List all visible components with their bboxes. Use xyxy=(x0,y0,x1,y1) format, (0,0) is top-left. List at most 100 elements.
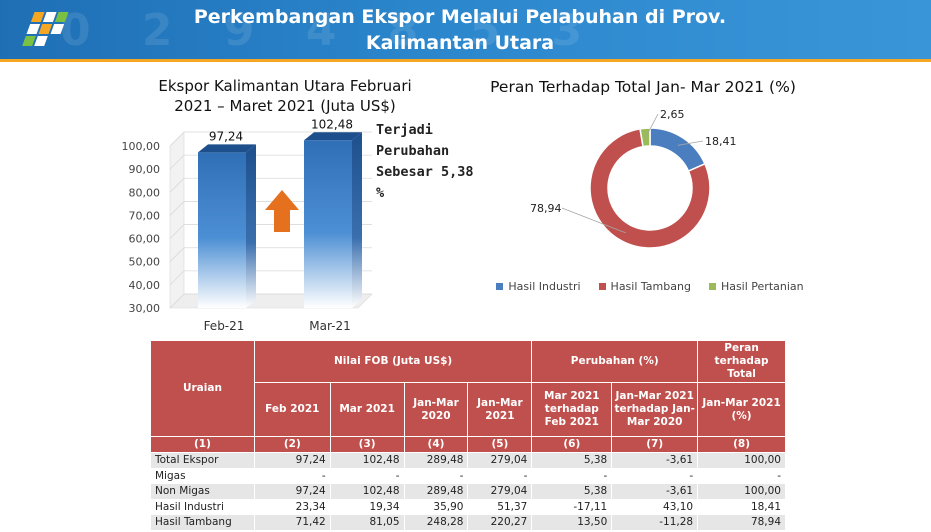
change-note-line2: Perubahan xyxy=(376,143,450,159)
header-banner: 0 2 9 4 8 5 3 Perkembangan Ekspor Melalu… xyxy=(0,0,931,62)
bar-side xyxy=(352,132,362,308)
table-cell: 5,38 xyxy=(531,483,613,500)
donut-legend: Hasil Industri Hasil Tambang Hasil Pertani… xyxy=(496,280,804,293)
row-label: Non Migas xyxy=(150,483,255,500)
table-cell: 289,48 xyxy=(403,452,469,469)
donut-slice xyxy=(589,127,711,249)
column-number: (2) xyxy=(253,436,331,453)
header-col4: Jan-Mar 2020 xyxy=(403,382,469,437)
donut-value-label: 18,41 xyxy=(705,135,737,148)
bar-front xyxy=(304,140,352,308)
table-cell: 220,27 xyxy=(467,514,533,531)
bar-category-label: Mar-21 xyxy=(309,319,350,333)
bar-value-label: 97,24 xyxy=(209,129,243,143)
header-uraian: Uraian xyxy=(150,340,255,437)
table-row: Migas - - - - - - - xyxy=(150,467,786,484)
bar-ytick-label: 30,00 xyxy=(129,302,161,315)
table-cell: 248,28 xyxy=(403,514,469,531)
legend-swatch xyxy=(708,283,716,290)
bar-ytick-label: 100,00 xyxy=(122,140,161,153)
column-number: (5) xyxy=(467,436,533,453)
donut-value-label: 2,65 xyxy=(660,108,685,121)
header-col5: Jan-Mar 2021 xyxy=(467,382,533,437)
row-label: Total Ekspor xyxy=(150,452,255,469)
up-arrow-icon xyxy=(265,190,299,232)
table-cell: 100,00 xyxy=(697,483,786,500)
header-col7: Jan-Mar 2021 terhadap Jan-Mar 2020 xyxy=(611,382,699,437)
bar-value-label: 102,48 xyxy=(311,118,353,131)
table-cell: - xyxy=(253,467,331,484)
table-cell: 18,41 xyxy=(697,498,786,515)
bar-gridline-side xyxy=(169,178,185,193)
bar-category-label: Feb-21 xyxy=(204,319,245,333)
bps-logo-icon xyxy=(22,12,69,46)
header-col2: Feb 2021 xyxy=(253,382,331,437)
bar-gridline-side xyxy=(169,201,185,216)
table-cell: - xyxy=(697,467,786,484)
donut-leader-line xyxy=(645,113,659,138)
table-cell: 102,48 xyxy=(329,483,405,500)
bar-gridline-side xyxy=(169,154,185,170)
table-cell: 5,38 xyxy=(531,452,613,469)
table-cell: -11,28 xyxy=(611,514,699,531)
table-cell: -3,61 xyxy=(611,483,699,500)
header-col6: Mar 2021 terhadap Feb 2021 xyxy=(531,382,613,437)
change-note-line1: Terjadi xyxy=(376,122,433,138)
table-cell: 279,04 xyxy=(467,483,533,500)
column-number: (8) xyxy=(697,436,786,453)
table-cell: 43,10 xyxy=(611,498,699,515)
bar-gridline-side xyxy=(169,247,185,262)
bar-gridline-side xyxy=(169,131,185,147)
table-cell: 35,90 xyxy=(403,498,469,515)
header-col8: Jan-Mar 2021 (%) xyxy=(697,382,786,437)
table-row: Non Migas 97,24 102,48 289,48 279,04 5,38 -3,6… xyxy=(150,483,786,500)
page-title-line1: Perkembangan Ekspor Melalui Pelabuhan di… xyxy=(193,6,727,28)
table-cell: 13,50 xyxy=(531,514,613,531)
table-cell: -3,61 xyxy=(611,452,699,469)
page-title: Perkembangan Ekspor Melalui Pelabuhan di… xyxy=(160,4,760,56)
bar-ytick-label: 50,00 xyxy=(129,256,161,269)
table-cell: 289,48 xyxy=(403,483,469,500)
bar-chart-title: Ekspor Kalimantan Utara Februari 2021 – … xyxy=(120,76,450,116)
table-cell: - xyxy=(329,467,405,484)
bar-ytick-label: 80,00 xyxy=(129,186,161,199)
table-cell: - xyxy=(531,467,613,484)
header-col3: Mar 2021 xyxy=(329,382,405,437)
bar-chart-title-line1: Ekspor Kalimantan Utara Februari xyxy=(158,77,412,95)
bar-chart: 30,00 40,00 50,00 60,00 70,00 80,00 90,00 100,0… xyxy=(122,118,373,333)
bar-ytick-label: 40,00 xyxy=(129,279,161,292)
header-decoration: 0 2 9 4 8 5 3 xyxy=(60,5,601,56)
donut-chart-title: Peran Terhadap Total Jan- Mar 2021 (%) xyxy=(490,78,796,96)
donut-slice xyxy=(639,127,651,148)
change-note-line3: Sebesar 5,38 % xyxy=(376,164,474,201)
bar-side xyxy=(246,144,256,308)
legend-item: Hasil Industri xyxy=(496,280,581,293)
table-cell: 97,24 xyxy=(253,452,331,469)
column-number: (3) xyxy=(329,436,405,453)
bar-ytick-label: 60,00 xyxy=(129,233,161,246)
legend-item: Hasil Pertanian xyxy=(708,280,804,293)
table-cell: -17,11 xyxy=(531,498,613,515)
table-row: Hasil Industri 23,34 19,34 35,90 51,37 -17,11… xyxy=(150,498,786,515)
table-cell: - xyxy=(611,467,699,484)
legend-item: Hasil Tambang xyxy=(598,280,691,293)
bar-top xyxy=(304,132,362,141)
table-cell: 100,00 xyxy=(697,452,786,469)
table-cell: 81,05 xyxy=(329,514,405,531)
row-label: Migas xyxy=(150,467,255,484)
header-stripe xyxy=(0,59,931,62)
bar-gridline-side xyxy=(169,293,185,309)
header-perubahan: Perubahan (%) xyxy=(531,340,699,383)
table-row: Hasil Tambang 71,42 81,05 248,28 220,27 13,50… xyxy=(150,514,786,531)
donut-chart: 18,41 78,94 2,65 xyxy=(530,108,737,249)
table-cell: - xyxy=(403,467,469,484)
bar-ytick-label: 70,00 xyxy=(129,209,161,222)
donut-leader-line xyxy=(677,140,704,146)
table-cell: - xyxy=(467,467,533,484)
page-title-line2: Kalimantan Utara xyxy=(365,32,555,54)
change-note: Terjadi Perubahan Sebesar 5,38 % xyxy=(376,120,486,204)
bar-side-wall xyxy=(169,131,185,309)
legend-label: Hasil Tambang xyxy=(610,280,691,293)
row-label: Hasil Tambang xyxy=(150,514,255,531)
table-cell: 51,37 xyxy=(467,498,533,515)
